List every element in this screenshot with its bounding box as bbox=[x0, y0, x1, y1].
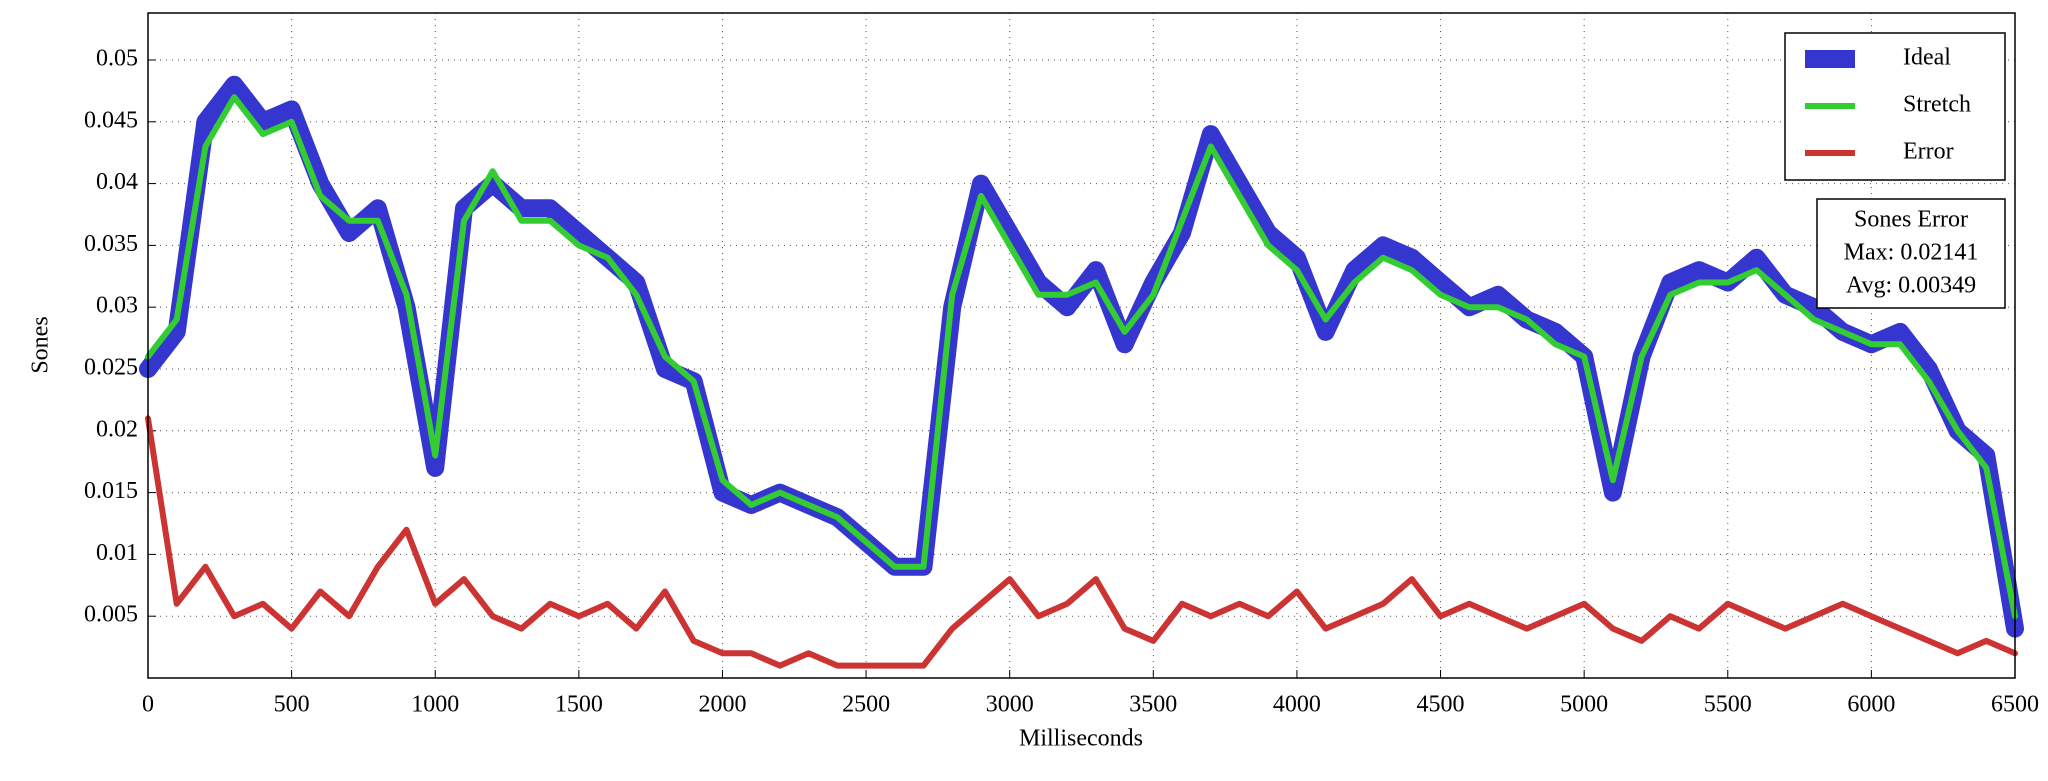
annotation-text: Sones Error bbox=[1854, 207, 1968, 233]
x-tick-label: 2000 bbox=[698, 692, 746, 718]
y-tick-label: 0.005 bbox=[84, 602, 138, 628]
x-tick-label: 1500 bbox=[555, 692, 603, 718]
x-tick-label: 1000 bbox=[411, 692, 459, 718]
line-series bbox=[145, 415, 2018, 669]
x-tick-label: 3000 bbox=[986, 692, 1034, 718]
y-tick-label: 0.05 bbox=[96, 45, 138, 71]
x-axis-label: Milliseconds bbox=[1019, 726, 1143, 752]
y-tick-label: 0.045 bbox=[84, 107, 138, 133]
y-tick-label: 0.04 bbox=[96, 169, 138, 195]
legend-label: Ideal bbox=[1903, 45, 1951, 71]
y-tick-label: 0.025 bbox=[84, 354, 138, 380]
line-series bbox=[145, 94, 2018, 620]
y-tick-label: 0.01 bbox=[96, 540, 138, 566]
legend-label: Error bbox=[1903, 139, 1954, 165]
y-tick-label: 0.015 bbox=[84, 478, 138, 504]
annotation-text: Max: 0.02141 bbox=[1844, 240, 1979, 266]
x-tick-label: 4500 bbox=[1417, 692, 1465, 718]
x-tick-label: 6000 bbox=[1847, 692, 1895, 718]
plot-area bbox=[148, 13, 2015, 678]
y-tick-label: 0.035 bbox=[84, 231, 138, 257]
x-tick-label: 500 bbox=[274, 692, 310, 718]
x-tick-label: 5000 bbox=[1560, 692, 1608, 718]
x-tick-label: 3500 bbox=[1129, 692, 1177, 718]
x-tick-label: 4000 bbox=[1273, 692, 1321, 718]
annotation-text: Avg: 0.00349 bbox=[1846, 273, 1976, 299]
annotation-box bbox=[1816, 198, 2006, 309]
x-tick-label: 5500 bbox=[1704, 692, 1752, 718]
plot-frame bbox=[147, 12, 2016, 679]
x-tick-label: 6500 bbox=[1991, 692, 2039, 718]
y-tick-label: 0.02 bbox=[96, 416, 138, 442]
legend-label: Stretch bbox=[1903, 92, 1971, 118]
y-axis-label: Sones bbox=[28, 316, 54, 373]
x-tick-label: 2500 bbox=[842, 692, 890, 718]
x-tick-label: 0 bbox=[142, 692, 154, 718]
y-tick-label: 0.03 bbox=[96, 293, 138, 319]
